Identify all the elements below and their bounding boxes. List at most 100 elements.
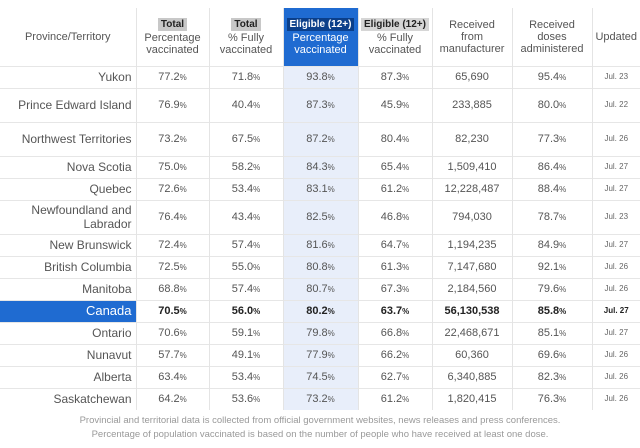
vaccination-table: Province/Territory Total Percentage vacc…: [0, 8, 640, 410]
eligible-pct-cell: 73.2%: [282, 388, 358, 410]
updated-cell: Jul. 26: [591, 122, 640, 156]
updated-cell: Jul. 26: [591, 256, 640, 278]
received-cell: 22,468,671: [431, 322, 512, 344]
table-row: Alberta 63.4% 53.4% 74.5% 62.7% 6,340,885 82.3…: [0, 366, 640, 388]
eligible-fully-cell: 61.2%: [357, 388, 432, 410]
table-row: Manitoba 68.8% 57.4% 80.7% 67.3% 2,184,560 79.…: [0, 278, 640, 300]
received-cell: 56,130,538: [431, 300, 512, 322]
total-fully-cell: 67.5%: [208, 122, 283, 156]
total-fully-cell: 55.0%: [208, 256, 283, 278]
updated-cell: Jul. 22: [591, 88, 640, 122]
administered-cell: 80.0%: [511, 88, 592, 122]
total-pct-cell: 72.5%: [135, 256, 209, 278]
administered-cell: 79.6%: [511, 278, 592, 300]
updated-cell: Jul. 23: [591, 200, 640, 234]
province-name: Canada: [0, 300, 136, 322]
table-row: Canada 70.5% 56.0% 80.2% 63.7% 56,130,538 85.8…: [0, 300, 640, 322]
table-row: Northwest Territories 73.2% 67.5% 87.2% 80.4…: [0, 122, 640, 156]
eligible-pct-cell: 87.2%: [282, 122, 358, 156]
eligible-fully-cell: 45.9%: [357, 88, 432, 122]
col-header-total-pct[interactable]: Total Percentage vaccinated: [135, 8, 209, 66]
province-name: Yukon: [98, 70, 132, 84]
col-header-eligible-pct[interactable]: Eligible (12+) Percentage vaccinated: [282, 8, 358, 66]
total-fully-cell: 53.6%: [208, 388, 283, 410]
province-name: British Columbia: [44, 260, 132, 274]
received-cell: 2,184,560: [431, 278, 512, 300]
total-fully-cell: 58.2%: [208, 156, 283, 178]
province-name: New Brunswick: [49, 238, 132, 252]
total-pct-cell: 64.2%: [135, 388, 209, 410]
total-fully-cell: 57.4%: [208, 234, 283, 256]
eligible-fully-cell: 66.2%: [357, 344, 432, 366]
received-cell: 65,690: [431, 66, 512, 88]
updated-cell: Jul. 27: [591, 178, 640, 200]
eligible-fully-cell: 80.4%: [357, 122, 432, 156]
eligible-pct-cell: 80.8%: [282, 256, 358, 278]
total-pct-cell: 70.5%: [135, 300, 209, 322]
updated-cell: Jul. 26: [591, 278, 640, 300]
col-header-administered[interactable]: Received doses administered: [511, 8, 592, 66]
received-cell: 6,340,885: [431, 366, 512, 388]
eligible-pct-cell: 83.1%: [282, 178, 358, 200]
province-name: Northwest Territories: [21, 132, 132, 146]
province-name: Alberta: [93, 370, 132, 384]
administered-cell: 95.4%: [511, 66, 592, 88]
administered-cell: 92.1%: [511, 256, 592, 278]
received-cell: 7,147,680: [431, 256, 512, 278]
administered-cell: 86.4%: [511, 156, 592, 178]
received-cell: 794,030: [431, 200, 512, 234]
total-pct-cell: 63.4%: [135, 366, 209, 388]
updated-cell: Jul. 27: [591, 322, 640, 344]
received-cell: 1,820,415: [431, 388, 512, 410]
total-pct-cell: 77.2%: [135, 66, 209, 88]
eligible-fully-cell: 61.2%: [357, 178, 432, 200]
table-body: Yukon 77.2% 71.8% 93.8% 87.3% 65,690 95.4% Jul.…: [0, 66, 640, 410]
table-row: Nunavut 57.7% 49.1% 77.9% 66.2% 60,360 69.6% Ju…: [0, 344, 640, 366]
received-cell: 60,360: [431, 344, 512, 366]
table-row: Yukon 77.2% 71.8% 93.8% 87.3% 65,690 95.4% Jul.…: [0, 66, 640, 88]
eligible-pct-cell: 80.7%: [282, 278, 358, 300]
eligible-fully-cell: 65.4%: [357, 156, 432, 178]
updated-cell: Jul. 27: [591, 156, 640, 178]
total-pct-cell: 76.4%: [135, 200, 209, 234]
eligible-pct-cell: 84.3%: [282, 156, 358, 178]
eligible-pct-cell: 77.9%: [282, 344, 358, 366]
total-pct-cell: 68.8%: [135, 278, 209, 300]
province-name: Nova Scotia: [66, 160, 132, 174]
eligible-fully-cell: 61.3%: [357, 256, 432, 278]
col-header-province[interactable]: Province/Territory: [24, 30, 111, 43]
eligible-pct-cell: 82.5%: [282, 200, 358, 234]
table-row: New Brunswick 72.4% 57.4% 81.6% 64.7% 1,194,2…: [0, 234, 640, 256]
province-name: Manitoba: [82, 282, 132, 296]
table-row: Prince Edward Island 76.9% 40.4% 87.3% 45.9%…: [0, 88, 640, 122]
col-header-updated[interactable]: Updated: [591, 8, 640, 66]
updated-cell: Jul. 26: [591, 388, 640, 410]
total-fully-cell: 43.4%: [208, 200, 283, 234]
province-name: Nunavut: [86, 348, 132, 362]
eligible-fully-cell: 67.3%: [357, 278, 432, 300]
tag-total: Total: [157, 17, 188, 31]
col-header-received[interactable]: Received from manufacturer: [431, 8, 512, 66]
administered-cell: 88.4%: [511, 178, 592, 200]
total-fully-cell: 40.4%: [208, 88, 283, 122]
eligible-fully-cell: 62.7%: [357, 366, 432, 388]
tag-eligible: Eligible (12+): [286, 17, 355, 31]
total-fully-cell: 49.1%: [208, 344, 283, 366]
table-row: Nova Scotia 75.0% 58.2% 84.3% 65.4% 1,509,410…: [0, 156, 640, 178]
province-name: Ontario: [92, 326, 132, 340]
eligible-fully-cell: 64.7%: [357, 234, 432, 256]
received-cell: 1,509,410: [431, 156, 512, 178]
table-row: British Columbia 72.5% 55.0% 80.8% 61.3% 7,14…: [0, 256, 640, 278]
eligible-pct-cell: 87.3%: [282, 88, 358, 122]
tag-eligible: Eligible (12+): [361, 17, 429, 31]
administered-cell: 84.9%: [511, 234, 592, 256]
footnote-method: Percentage of population vaccinated is b…: [91, 429, 549, 440]
updated-cell: Jul. 26: [591, 366, 640, 388]
eligible-fully-cell: 63.7%: [357, 300, 432, 322]
received-cell: 12,228,487: [431, 178, 512, 200]
total-fully-cell: 59.1%: [208, 322, 283, 344]
administered-cell: 77.3%: [511, 122, 592, 156]
col-header-eligible-fully[interactable]: Eligible (12+) % Fully vaccinated: [357, 8, 432, 66]
col-header-total-fully[interactable]: Total % Fully vaccinated: [208, 8, 283, 66]
